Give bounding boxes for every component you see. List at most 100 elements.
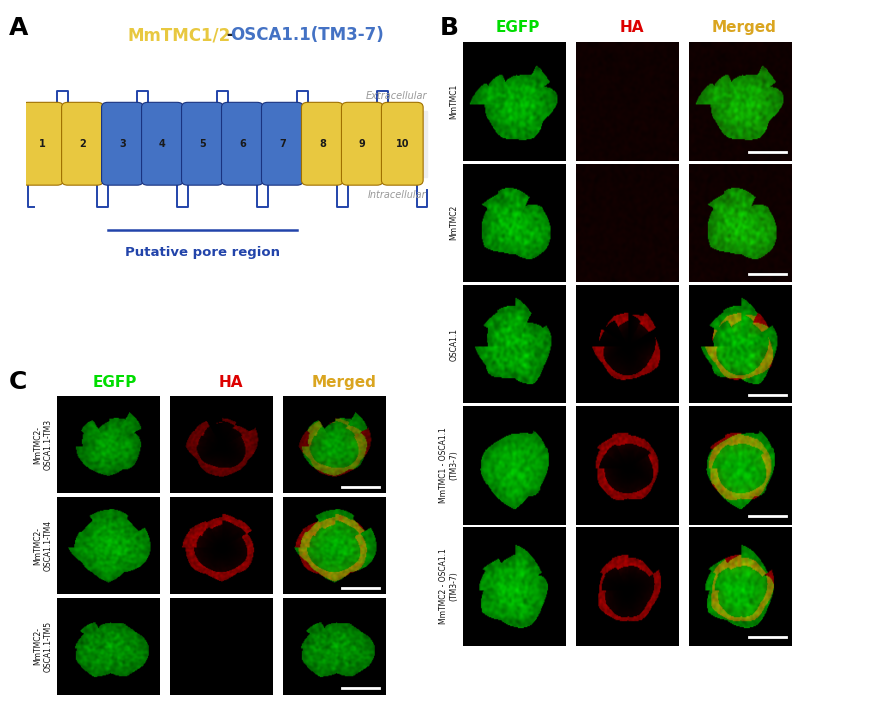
Circle shape xyxy=(287,106,297,115)
Circle shape xyxy=(96,106,106,115)
Text: EGFP: EGFP xyxy=(494,20,540,35)
Circle shape xyxy=(274,106,283,115)
Circle shape xyxy=(192,106,202,115)
Text: Merged: Merged xyxy=(311,375,375,390)
Circle shape xyxy=(69,173,79,181)
Circle shape xyxy=(56,106,65,115)
Circle shape xyxy=(96,173,106,181)
Text: B: B xyxy=(439,16,458,39)
Text: MmTMC1: MmTMC1 xyxy=(449,84,458,119)
FancyBboxPatch shape xyxy=(102,102,143,185)
Circle shape xyxy=(301,106,310,115)
FancyBboxPatch shape xyxy=(341,102,382,185)
Text: 4: 4 xyxy=(159,139,166,149)
Text: MmTMC2-
OSCA1.1-TM5: MmTMC2- OSCA1.1-TM5 xyxy=(33,621,52,672)
Text: 8: 8 xyxy=(319,139,325,149)
Circle shape xyxy=(382,106,393,115)
FancyBboxPatch shape xyxy=(62,102,103,185)
Text: A: A xyxy=(9,16,28,39)
Circle shape xyxy=(192,173,202,181)
Bar xyxy=(34,111,427,177)
Circle shape xyxy=(164,173,174,181)
Circle shape xyxy=(233,106,242,115)
Circle shape xyxy=(260,173,269,181)
Text: 3: 3 xyxy=(119,139,126,149)
Text: C: C xyxy=(9,370,27,394)
Circle shape xyxy=(410,173,420,181)
Circle shape xyxy=(260,106,269,115)
Text: MmTMC2-
OSCA1.1-TM3: MmTMC2- OSCA1.1-TM3 xyxy=(33,419,52,470)
Text: Merged: Merged xyxy=(711,20,775,35)
Text: Intracellular: Intracellular xyxy=(368,190,427,200)
Text: 2: 2 xyxy=(79,139,86,149)
FancyBboxPatch shape xyxy=(22,102,63,185)
Circle shape xyxy=(342,173,351,181)
Circle shape xyxy=(369,173,379,181)
Circle shape xyxy=(301,173,310,181)
Circle shape xyxy=(315,106,324,115)
Circle shape xyxy=(342,106,351,115)
Circle shape xyxy=(315,173,324,181)
Circle shape xyxy=(219,173,229,181)
Circle shape xyxy=(328,173,338,181)
Circle shape xyxy=(150,173,161,181)
Circle shape xyxy=(246,106,256,115)
Text: HA: HA xyxy=(218,375,242,390)
FancyBboxPatch shape xyxy=(142,102,183,185)
Circle shape xyxy=(109,106,120,115)
Text: -: - xyxy=(221,26,240,44)
FancyBboxPatch shape xyxy=(262,102,303,185)
Text: HA: HA xyxy=(619,20,643,35)
Circle shape xyxy=(287,173,297,181)
Text: 9: 9 xyxy=(359,139,365,149)
Text: 7: 7 xyxy=(279,139,285,149)
FancyBboxPatch shape xyxy=(302,102,342,185)
Circle shape xyxy=(83,106,92,115)
Circle shape xyxy=(233,173,242,181)
Circle shape xyxy=(123,173,133,181)
Text: Extracellular: Extracellular xyxy=(365,91,427,101)
Circle shape xyxy=(355,173,365,181)
Circle shape xyxy=(42,173,51,181)
Text: MmTMC1 - OSCA1.1
(TM3-7): MmTMC1 - OSCA1.1 (TM3-7) xyxy=(439,427,458,503)
Circle shape xyxy=(137,173,147,181)
Circle shape xyxy=(178,173,188,181)
Circle shape xyxy=(274,173,283,181)
Text: OSCA1.1(TM3-7): OSCA1.1(TM3-7) xyxy=(230,26,384,44)
Circle shape xyxy=(164,106,174,115)
FancyBboxPatch shape xyxy=(222,102,263,185)
Circle shape xyxy=(178,106,188,115)
Text: 6: 6 xyxy=(239,139,245,149)
Circle shape xyxy=(205,173,215,181)
Circle shape xyxy=(109,173,120,181)
Circle shape xyxy=(205,106,215,115)
Circle shape xyxy=(83,173,92,181)
Text: MmTMC2: MmTMC2 xyxy=(449,205,458,240)
Text: OSCA1.1: OSCA1.1 xyxy=(449,328,458,360)
Text: Putative pore region: Putative pore region xyxy=(125,247,280,259)
Circle shape xyxy=(410,106,420,115)
Text: 5: 5 xyxy=(199,139,206,149)
Circle shape xyxy=(369,106,379,115)
Circle shape xyxy=(69,106,79,115)
Circle shape xyxy=(219,106,229,115)
Text: MmTMC2-
OSCA1.1-TM4: MmTMC2- OSCA1.1-TM4 xyxy=(33,520,52,571)
Circle shape xyxy=(396,106,406,115)
Circle shape xyxy=(150,106,161,115)
Circle shape xyxy=(137,106,147,115)
Circle shape xyxy=(396,173,406,181)
Circle shape xyxy=(42,106,51,115)
Circle shape xyxy=(56,173,65,181)
Text: 10: 10 xyxy=(395,139,408,149)
Text: MmTMC1/2: MmTMC1/2 xyxy=(127,26,230,44)
Circle shape xyxy=(355,106,365,115)
Text: 1: 1 xyxy=(39,139,46,149)
Text: EGFP: EGFP xyxy=(92,375,137,390)
FancyBboxPatch shape xyxy=(182,102,223,185)
Circle shape xyxy=(123,106,133,115)
Text: MmTMC2 - OSCA1.1
(TM3-7): MmTMC2 - OSCA1.1 (TM3-7) xyxy=(439,548,458,625)
Circle shape xyxy=(246,173,256,181)
FancyBboxPatch shape xyxy=(381,102,422,185)
Circle shape xyxy=(382,173,393,181)
Circle shape xyxy=(328,106,338,115)
